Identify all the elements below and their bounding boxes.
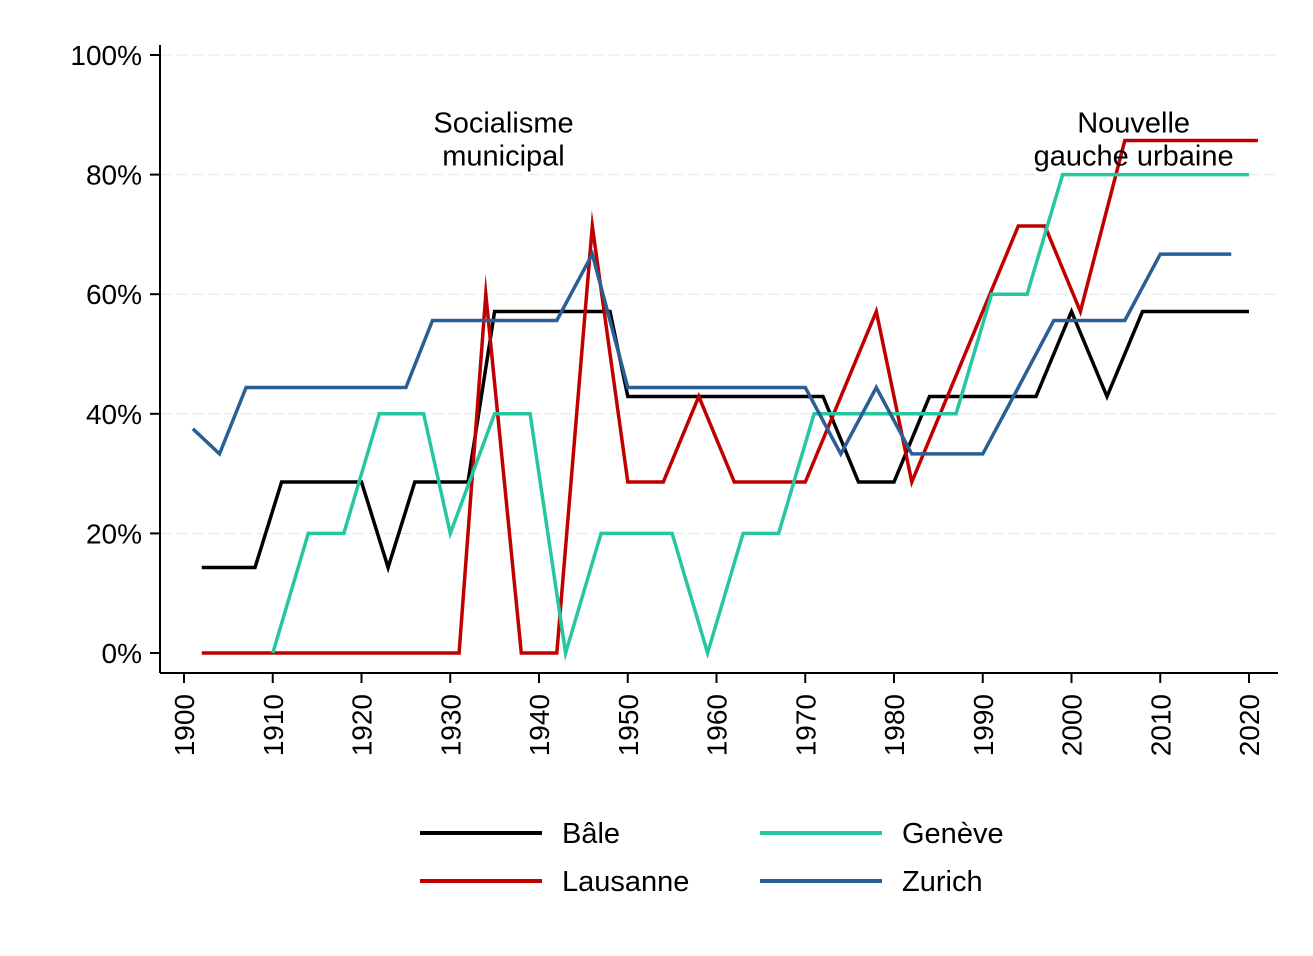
legend-label: Bâle (562, 818, 620, 850)
x-tick-label: 1990 (968, 694, 999, 756)
x-tick-label: 1950 (613, 694, 644, 756)
x-tick-label: 1920 (347, 694, 378, 756)
annotation-line: Socialisme (433, 108, 573, 140)
x-tick-label: 1940 (524, 694, 555, 756)
y-tick-label: 40% (86, 399, 142, 430)
x-tick-label: 1960 (702, 694, 733, 756)
y-tick-label: 60% (86, 279, 142, 310)
x-tick-label: 2000 (1057, 694, 1088, 756)
y-tick-label: 0% (102, 638, 142, 669)
series-line-zurich (191, 249, 1232, 458)
series-line-lausanne (201, 138, 1258, 655)
series-lines (191, 138, 1258, 662)
x-tick-label: 2010 (1145, 694, 1176, 756)
annotation-line: gauche urbaine (1034, 141, 1234, 173)
series-line-geneve (271, 172, 1249, 662)
y-tick-label: 20% (86, 518, 142, 549)
legend: Bâle Lausanne Genève Zurich (420, 818, 1004, 898)
legend-label: Genève (902, 818, 1004, 850)
x-tick-label: 1930 (435, 694, 466, 756)
annotation-line: municipal (442, 141, 565, 173)
x-tick-label: 2020 (1234, 694, 1265, 756)
legend-label: Lausanne (562, 866, 689, 898)
x-tick-label: 1910 (258, 694, 289, 756)
y-tick-label: 80% (86, 160, 142, 191)
y-axis: 0% 20% 40% 60% 80% 100% (70, 40, 160, 669)
legend-label: Zurich (902, 866, 983, 898)
x-axis: 1900 1910 1920 1930 1940 1950 1960 1970 1980 1990… (169, 673, 1265, 756)
x-tick-label: 1900 (169, 694, 200, 756)
y-tick-label: 100% (70, 40, 142, 71)
x-tick-label: 1970 (790, 694, 821, 756)
annotation-line: Nouvelle (1077, 108, 1190, 140)
annotation-1: Nouvelle gauche urbaine (1034, 108, 1234, 173)
x-tick-label: 1980 (879, 694, 910, 756)
annotation-0: Socialisme municipal (433, 108, 573, 173)
series-line-bale (201, 306, 1249, 574)
annotations: Socialisme municipal Nouvelle gauche urbain… (433, 108, 1233, 173)
